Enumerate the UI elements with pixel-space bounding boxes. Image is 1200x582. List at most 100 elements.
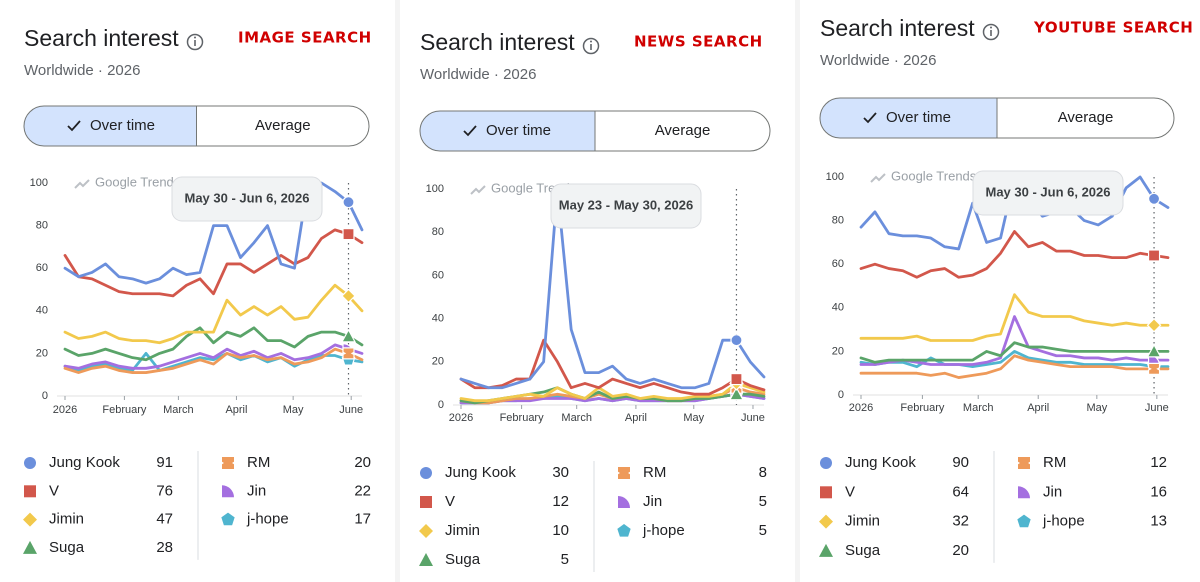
- x-tick-label: June: [741, 412, 765, 424]
- subtitle: Worldwide · 2026: [820, 52, 936, 69]
- tab-average[interactable]: Average: [255, 117, 311, 134]
- legend-name: RM: [1043, 454, 1066, 471]
- tab-average[interactable]: Average: [1058, 109, 1114, 126]
- check-icon: [863, 112, 877, 124]
- y-tick-label: 80: [432, 226, 444, 238]
- marker: [819, 514, 833, 529]
- marker: [1147, 192, 1161, 205]
- legend-name: Jung Kook: [49, 454, 120, 471]
- legend-name: j-hope: [642, 522, 685, 539]
- legend-value: 20: [354, 454, 371, 471]
- series-line: [63, 352, 364, 372]
- marker: [420, 467, 432, 479]
- y-tick-label: 40: [832, 302, 844, 314]
- marker: [728, 386, 744, 401]
- legend-value: 20: [952, 542, 969, 559]
- legend-name: Suga: [445, 551, 481, 568]
- marker: [1017, 514, 1031, 528]
- series-line: [859, 341, 1170, 364]
- marker: [342, 196, 355, 209]
- y-tick-label: 100: [30, 177, 48, 189]
- y-tick-label: 0: [438, 399, 444, 411]
- legend-name: Jimin: [445, 522, 480, 539]
- x-tick-label: May: [283, 404, 304, 416]
- y-tick-label: 40: [36, 305, 48, 317]
- legend-name: Jung Kook: [445, 464, 516, 481]
- marker: [820, 486, 832, 499]
- tooltip-label: May 23 - May 30, 2026: [559, 197, 693, 212]
- y-tick-label: 0: [42, 390, 48, 402]
- legend-value: 12: [552, 493, 569, 510]
- tab-selected-bg: [420, 111, 595, 151]
- tab-over-time[interactable]: Over time: [90, 117, 155, 134]
- x-tick-label: April: [625, 412, 647, 424]
- x-tick-label: 2026: [849, 402, 873, 414]
- legend-value: 8: [759, 464, 767, 481]
- marker: [222, 457, 234, 469]
- check-icon: [463, 125, 477, 137]
- tab-average[interactable]: Average: [655, 122, 711, 139]
- y-tick-label: 0: [838, 389, 844, 401]
- x-tick-label: April: [225, 404, 247, 416]
- trend-panel: Search interest NEWS SEARCH Worldwide · 20…: [419, 29, 771, 572]
- x-tick-label: May: [1086, 402, 1107, 414]
- info-icon: [186, 33, 204, 51]
- marker: [23, 540, 37, 554]
- marker: [342, 347, 355, 360]
- watermark-icon: [870, 173, 886, 183]
- legend-value: 47: [156, 511, 173, 528]
- legend-name: Jung Kook: [845, 454, 916, 471]
- marker: [1146, 317, 1162, 333]
- legend-name: Jin: [643, 493, 662, 510]
- series-line: [859, 315, 1170, 366]
- y-tick-label: 20: [432, 356, 444, 368]
- chart-title: Search interest: [24, 25, 179, 51]
- series-line: [459, 338, 766, 396]
- y-tick-label: 80: [36, 220, 48, 232]
- legend-value: 5: [759, 493, 767, 510]
- marker: [1147, 362, 1161, 375]
- marker: [221, 512, 235, 526]
- trend-panel: Search interest YOUTUBE SEARCH Worldwide ·…: [819, 15, 1193, 563]
- subtitle: Worldwide · 2026: [420, 66, 536, 83]
- x-tick-label: June: [1145, 402, 1169, 414]
- chart-title: Search interest: [820, 15, 975, 41]
- tab-over-time[interactable]: Over time: [486, 122, 551, 139]
- info-icon: [990, 26, 992, 29]
- x-tick-label: 2026: [53, 404, 77, 416]
- y-tick-label: 20: [36, 347, 48, 359]
- marker: [819, 543, 833, 557]
- legend-value: 5: [561, 551, 569, 568]
- legend-value: 5: [759, 522, 767, 539]
- legend-name: j-hope: [246, 511, 289, 528]
- search-label: YOUTUBE SEARCH: [1033, 19, 1193, 37]
- y-tick-label: 20: [832, 345, 844, 357]
- series-line: [63, 347, 364, 374]
- legend-value: 76: [156, 482, 173, 499]
- x-tick-label: June: [339, 404, 363, 416]
- tab-over-time[interactable]: Over time: [886, 109, 951, 126]
- legend-value: 10: [552, 522, 569, 539]
- marker: [730, 372, 743, 386]
- tooltip: [171, 176, 323, 222]
- marker: [1147, 249, 1161, 262]
- chart-title: Search interest: [420, 29, 575, 55]
- marker: [23, 512, 37, 527]
- x-tick-label: May: [683, 412, 704, 424]
- marker: [419, 553, 433, 566]
- legend-name: V: [49, 482, 59, 499]
- watermark: Google Trends: [891, 168, 977, 183]
- info-icon: [582, 37, 600, 55]
- y-tick-label: 100: [826, 171, 844, 183]
- info-icon: [194, 36, 196, 39]
- trend-panel: Search interest IMAGE SEARCH Worldwide · 2…: [23, 25, 371, 560]
- marker: [820, 457, 832, 469]
- y-tick-label: 60: [832, 258, 844, 270]
- legend-value: 16: [1150, 483, 1167, 500]
- x-tick-label: 2026: [449, 412, 473, 424]
- x-tick-label: March: [561, 412, 592, 424]
- search-label: NEWS SEARCH: [634, 33, 763, 51]
- panel-gap: [395, 0, 400, 582]
- tooltip-label: May 30 - Jun 6, 2026: [184, 190, 309, 205]
